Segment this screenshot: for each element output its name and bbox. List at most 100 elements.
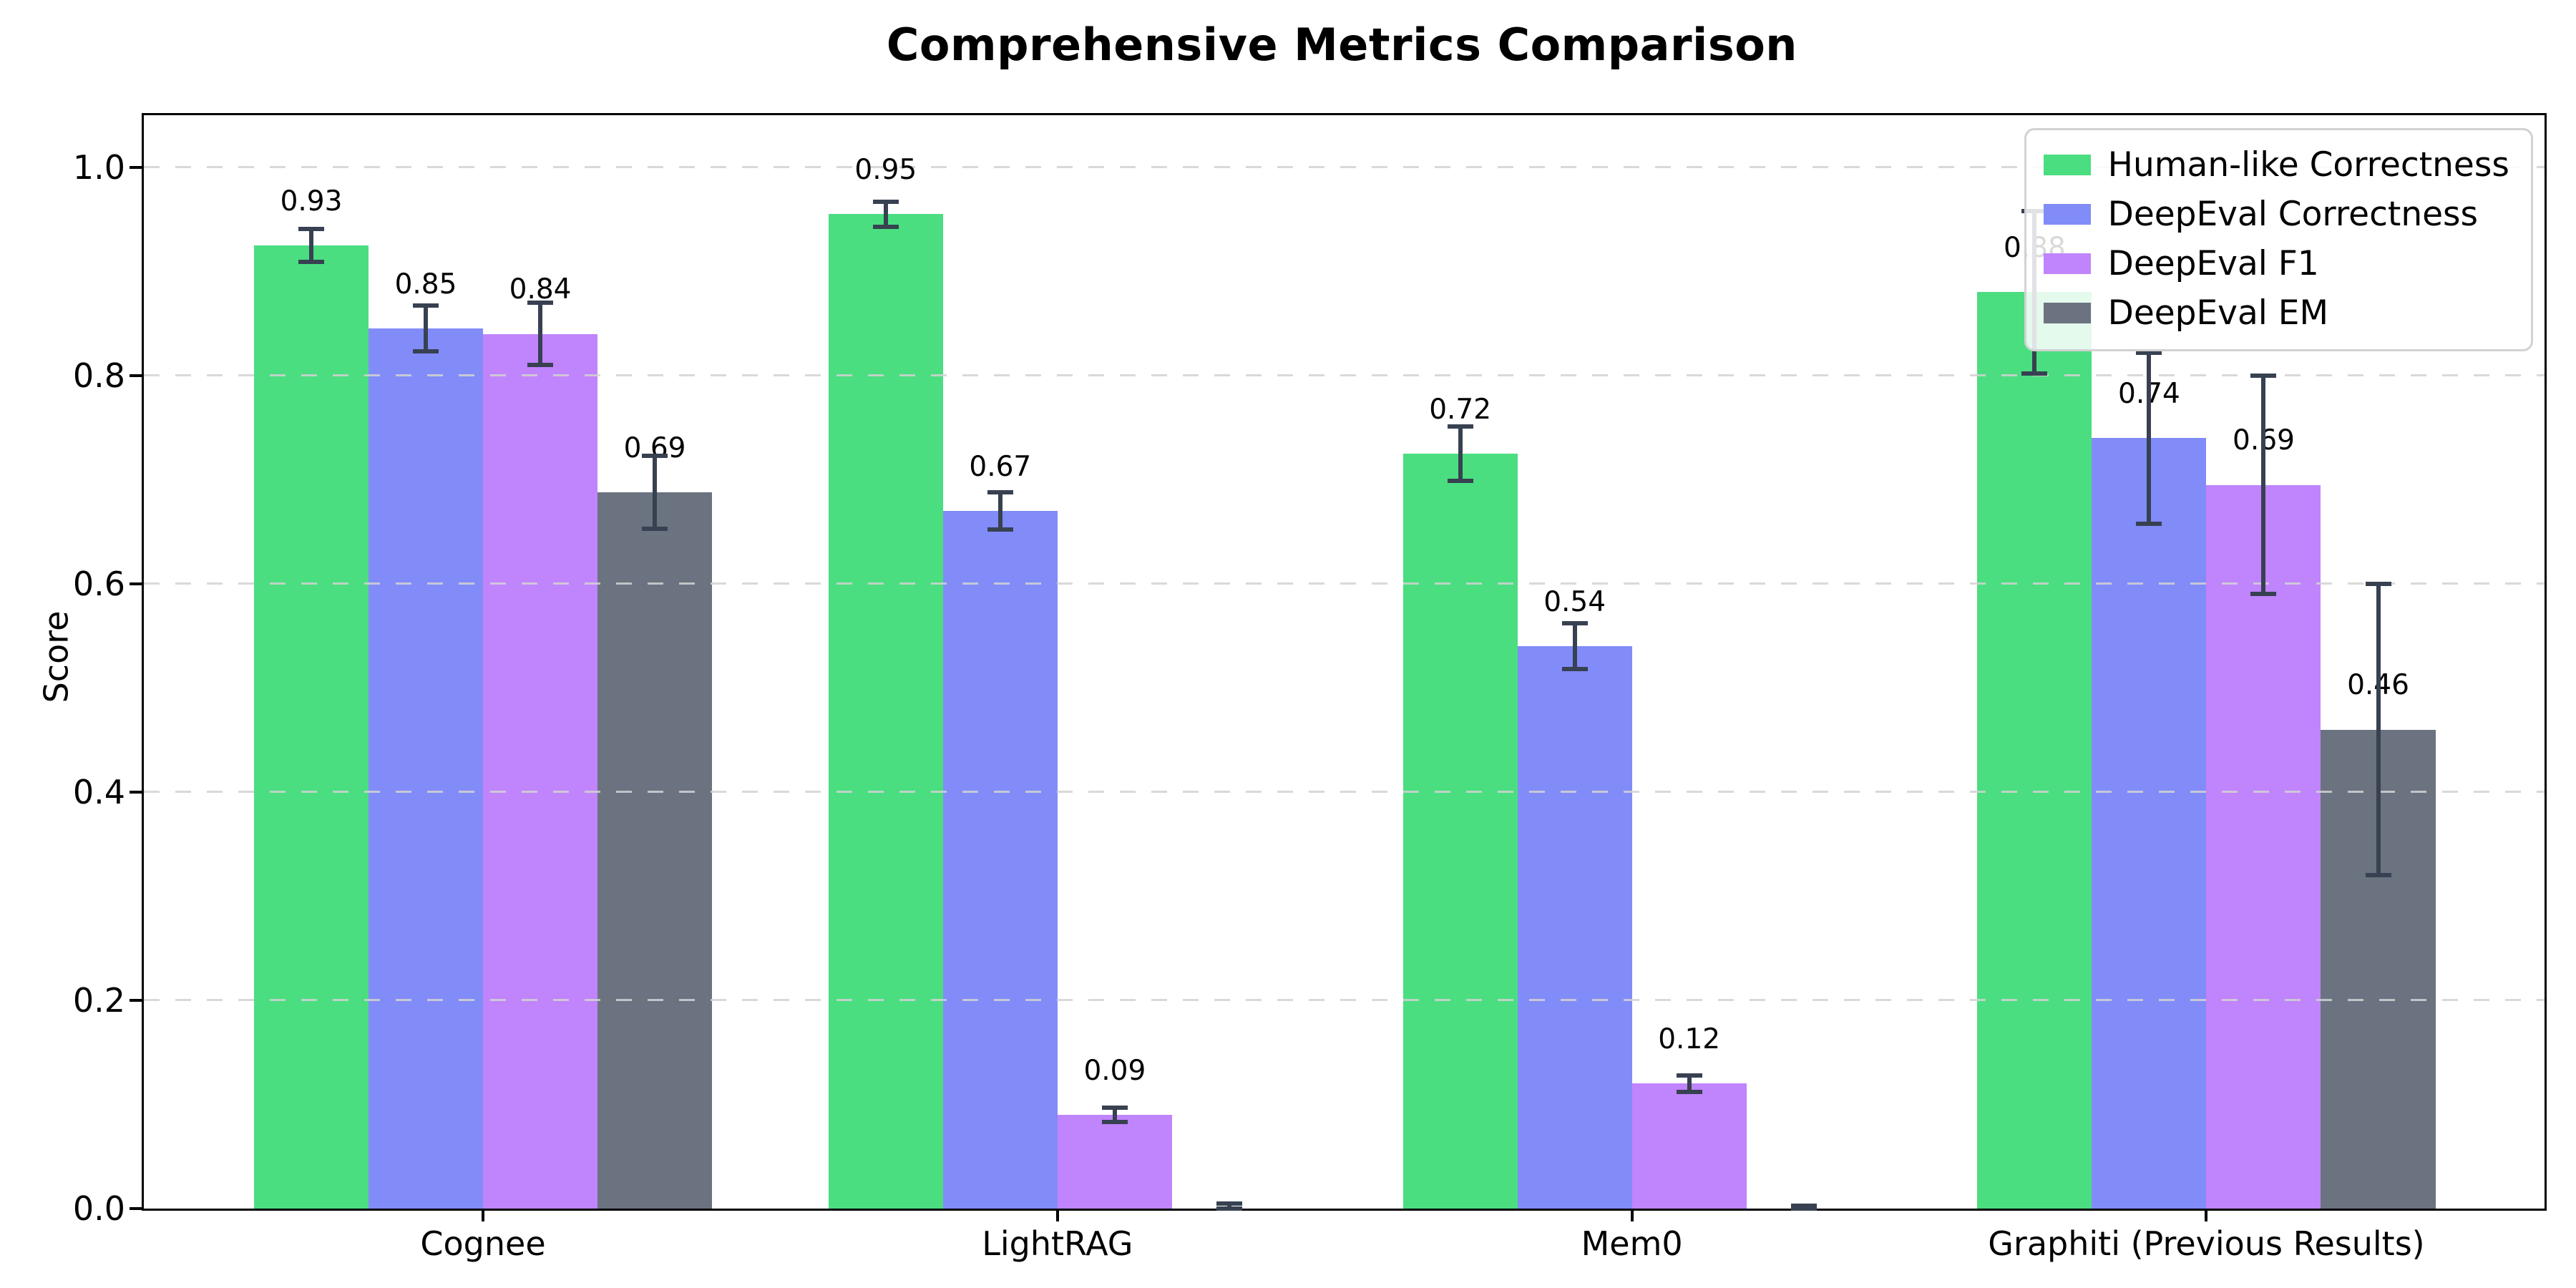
error-bar-cap-bottom: [987, 527, 1013, 532]
y-tick-label: 1.0: [72, 147, 125, 187]
error-bar-cap-top: [2365, 581, 2391, 586]
y-tick-label: 0.6: [72, 564, 125, 603]
error-bar-cap-top: [1447, 424, 1473, 429]
error-bar: [2261, 375, 2266, 595]
x-tick-mark: [2205, 1209, 2208, 1222]
legend-row-4: DeepEval EM: [2043, 288, 2509, 338]
bar-series3-group1: [483, 333, 598, 1209]
legend-row-3: DeepEval F1: [2043, 239, 2509, 288]
error-bar-cap-bottom: [2136, 521, 2162, 526]
bar-series4-group1: [597, 492, 713, 1209]
error-bar: [1458, 426, 1463, 481]
y-tick-mark: [130, 1207, 144, 1211]
legend-label: DeepEval Correctness: [2107, 195, 2479, 235]
y-tick-label: 0.8: [72, 356, 125, 395]
value-label: 0.09: [1083, 1054, 1146, 1087]
bar-series2-group2: [942, 511, 1058, 1209]
legend-label: Human-like Correctness: [2107, 145, 2509, 185]
value-label: 0.95: [854, 154, 917, 186]
bar-series3-group3: [1631, 1083, 1747, 1209]
error-bar-cap-bottom: [1216, 1206, 1242, 1211]
legend-swatch-icon: [2043, 253, 2091, 275]
error-bar-cap-bottom: [872, 224, 899, 229]
y-tick-label: 0.4: [72, 772, 125, 811]
value-label: 0.72: [1429, 393, 1492, 426]
bar-series2-group4: [2092, 438, 2207, 1209]
error-bar: [1112, 1107, 1117, 1123]
error-bar: [997, 492, 1002, 530]
bar-series2-group1: [369, 328, 484, 1209]
error-bar-cap-top: [527, 300, 554, 305]
error-bar-cap-top: [2250, 373, 2277, 378]
legend-swatch-icon: [2043, 303, 2091, 324]
error-bar-cap-bottom: [1447, 478, 1473, 483]
value-label: 0.84: [509, 273, 572, 306]
legend-row-1: Human-like Correctness: [2043, 140, 2509, 190]
error-bar: [883, 201, 888, 227]
y-tick-label: 0.0: [72, 1189, 125, 1229]
error-bar: [1572, 623, 1577, 670]
y-tick-mark: [130, 998, 144, 1002]
bar-series2-group3: [1517, 646, 1632, 1209]
x-tick-mark: [1055, 1209, 1059, 1222]
bar-series3-group4: [2206, 484, 2321, 1209]
error-bar: [1226, 1203, 1231, 1209]
error-bar-cap-top: [1676, 1073, 1702, 1078]
bar-series1-group3: [1402, 454, 1518, 1209]
error-bar-cap-bottom: [1561, 667, 1588, 672]
error-bar-cap-top: [987, 489, 1013, 494]
legend-label: DeepEval EM: [2107, 293, 2329, 333]
x-tick-mark: [1630, 1209, 1634, 1222]
error-bar: [2147, 352, 2152, 524]
y-axis-label: Score: [36, 610, 76, 703]
error-bar: [653, 455, 658, 529]
bar-series1-group1: [253, 245, 369, 1209]
error-bar-cap-top: [298, 226, 324, 231]
y-tick-mark: [130, 790, 144, 794]
x-tick-label-4: Graphiti (Previous Results): [1988, 1224, 2425, 1264]
error-bar-cap-bottom: [2365, 873, 2391, 878]
error-bar: [1687, 1075, 1692, 1093]
error-bar-cap-bottom: [1790, 1206, 1817, 1211]
plot-area: Human-like Correctness DeepEval Correctne…: [73, 113, 2547, 1263]
legend: Human-like Correctness DeepEval Correctne…: [2024, 128, 2533, 352]
x-tick-label-1: Cognee: [420, 1224, 546, 1264]
value-label: 0.85: [394, 268, 457, 301]
error-bar: [424, 306, 429, 352]
error-bar-cap-bottom: [298, 260, 324, 265]
error-bar-cap-bottom: [1101, 1120, 1128, 1125]
legend-label: DeepEval F1: [2107, 244, 2319, 284]
y-tick-label: 0.2: [72, 980, 125, 1020]
error-bar-cap-bottom: [1676, 1090, 1702, 1095]
error-bar-cap-top: [1101, 1105, 1128, 1110]
error-bar-cap-top: [1561, 621, 1588, 626]
error-bar-cap-top: [1790, 1203, 1817, 1208]
error-bar: [2376, 583, 2381, 876]
error-bar-cap-top: [2136, 350, 2162, 355]
error-bar-cap-top: [413, 303, 439, 308]
legend-row-2: DeepEval Correctness: [2043, 190, 2509, 239]
error-bar-cap-bottom: [2021, 371, 2048, 376]
error-bar: [308, 228, 313, 263]
legend-swatch-icon: [2043, 155, 2091, 176]
bar-series3-group2: [1057, 1115, 1172, 1209]
error-bar: [538, 302, 543, 366]
value-label: 0.67: [969, 450, 1032, 483]
x-tick-label-2: LightRAG: [982, 1224, 1133, 1264]
error-bar-cap-top: [1216, 1201, 1242, 1206]
x-tick-label-3: Mem0: [1581, 1224, 1683, 1264]
value-label: 0.54: [1543, 585, 1606, 618]
value-label: 0.93: [280, 185, 343, 218]
x-tick-mark: [482, 1209, 485, 1222]
y-tick-mark: [130, 374, 144, 377]
error-bar-cap-top: [872, 199, 899, 204]
bar-series1-group4: [1977, 292, 2092, 1209]
y-tick-mark: [130, 582, 144, 585]
error-bar-cap-bottom: [413, 349, 439, 354]
y-tick-mark: [130, 165, 144, 169]
chart-title: Comprehensive Metrics Comparison: [886, 19, 1797, 71]
value-label: 0.12: [1658, 1023, 1721, 1056]
error-bar-cap-bottom: [642, 526, 668, 531]
bar-series1-group2: [828, 214, 943, 1209]
